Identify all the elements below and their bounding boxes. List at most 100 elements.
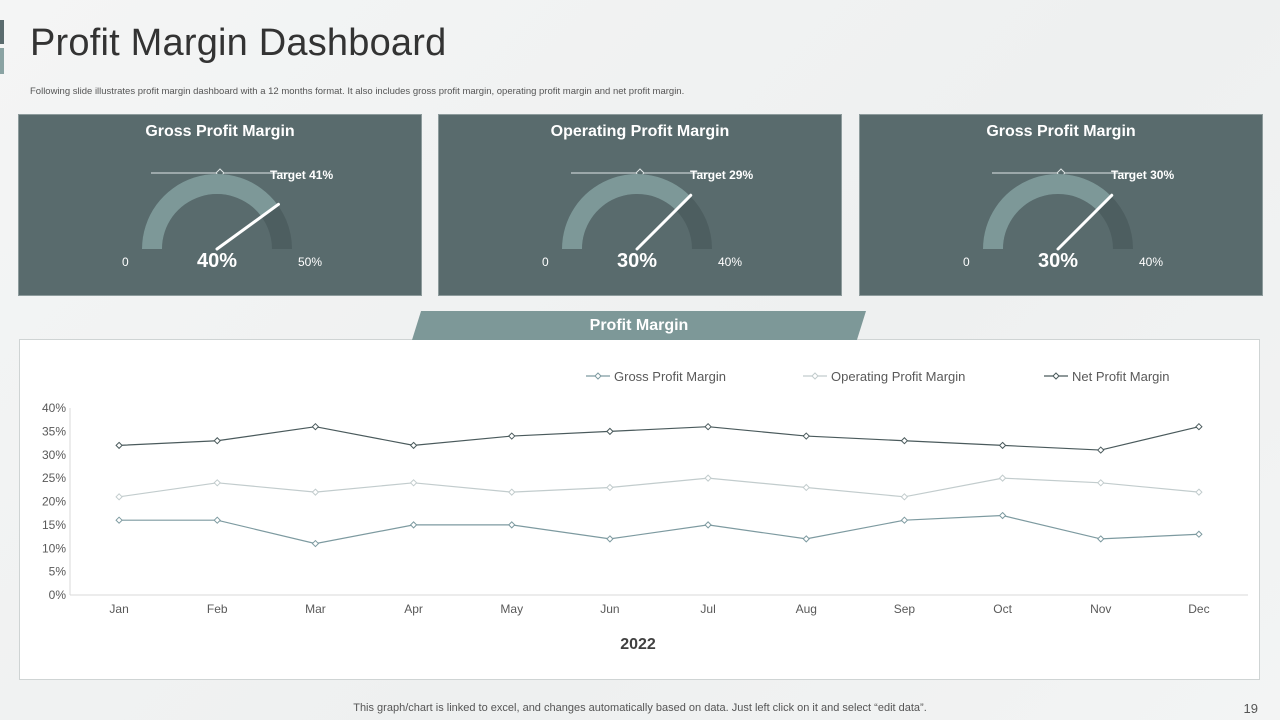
- x-tick-label: Nov: [1090, 602, 1111, 616]
- x-tick-label: Jul: [700, 602, 715, 616]
- legend-label: Gross Profit Margin: [614, 369, 726, 384]
- x-tick-label: Aug: [796, 602, 817, 616]
- series-line-net[interactable]: [119, 426, 1200, 451]
- legend-marker: [811, 372, 819, 380]
- x-tick-label: Dec: [1188, 602, 1209, 616]
- data-point-net[interactable]: [900, 437, 909, 445]
- kpi-value: 30%: [616, 250, 658, 272]
- line-chart-panel[interactable]: 0% 5% 10% 15% 20% 25% 30% 35% 40% Jan Feb Mar Apr May…: [19, 339, 1260, 680]
- data-point-operating[interactable]: [508, 488, 516, 496]
- kpi-title: Operating Profit Margin: [550, 123, 730, 140]
- section-tab: Profit Margin: [412, 311, 866, 340]
- kpi-value: 30%: [1037, 250, 1079, 272]
- data-point-net[interactable]: [606, 427, 614, 436]
- data-point-gross[interactable]: [900, 516, 909, 524]
- data-point-net[interactable]: [311, 422, 320, 431]
- y-tick-label: 30%: [42, 448, 66, 462]
- gauge-fill: [142, 174, 278, 249]
- y-tick-label: 25%: [42, 471, 66, 485]
- y-tick-label: 35%: [42, 424, 66, 438]
- kpi-max-label: 50%: [298, 255, 323, 269]
- kpi-min-label: 0: [542, 255, 549, 269]
- kpi-target-label: Target 29%: [690, 168, 754, 182]
- data-point-net[interactable]: [1097, 446, 1105, 454]
- data-point-gross[interactable]: [115, 516, 123, 524]
- y-tick-label: 10%: [42, 541, 66, 555]
- kpi-value: 40%: [196, 250, 238, 272]
- data-point-net[interactable]: [998, 441, 1007, 450]
- y-tick-label: 5%: [49, 565, 67, 579]
- data-point-gross[interactable]: [606, 535, 614, 543]
- section-title: Profit Margin: [589, 317, 689, 334]
- x-tick-label: Oct: [993, 602, 1012, 616]
- data-point-operating[interactable]: [606, 483, 614, 492]
- page-subtitle: Following slide illustrates profit margi…: [30, 86, 685, 97]
- gauge-needle: [215, 202, 280, 251]
- y-tick-label: 0%: [49, 588, 67, 602]
- kpi-max-label: 40%: [1139, 255, 1164, 269]
- kpi-min-label: 0: [122, 255, 129, 269]
- gauge: [983, 174, 1133, 251]
- data-point-gross[interactable]: [1195, 530, 1203, 538]
- data-point-operating[interactable]: [1195, 488, 1203, 496]
- data-point-net[interactable]: [1195, 422, 1203, 431]
- data-point-operating[interactable]: [998, 474, 1007, 482]
- data-point-net[interactable]: [704, 422, 712, 431]
- kpi-min-label: 0: [963, 255, 970, 269]
- y-tick-label: 20%: [42, 495, 66, 509]
- gauge: [562, 174, 712, 251]
- data-point-operating[interactable]: [311, 488, 320, 496]
- data-point-gross[interactable]: [409, 521, 418, 529]
- accent-bar: [0, 20, 4, 44]
- x-tick-label: Feb: [207, 602, 228, 616]
- data-point-operating[interactable]: [704, 474, 712, 482]
- kpi-card-gross[interactable]: Gross Profit Margin Target 41% 0 50% 40%: [18, 114, 422, 296]
- x-tick-label: Mar: [305, 602, 326, 616]
- data-point-gross[interactable]: [508, 521, 516, 529]
- footer-note: This graph/chart is linked to excel, and…: [353, 702, 927, 714]
- data-point-operating[interactable]: [213, 479, 221, 487]
- data-point-gross[interactable]: [802, 535, 810, 543]
- gauge-needle: [635, 193, 693, 251]
- kpi-card-gross-2[interactable]: Gross Profit Margin Target 30% 0 40% 30%: [859, 114, 1263, 296]
- y-tick-label: 40%: [42, 401, 66, 415]
- accent-bar: [0, 48, 4, 74]
- legend-label: Net Profit Margin: [1072, 369, 1170, 384]
- x-tick-label: Jun: [600, 602, 619, 616]
- data-point-operating[interactable]: [115, 493, 123, 501]
- data-point-operating[interactable]: [1097, 479, 1105, 487]
- page-title: Profit Margin Dashboard: [30, 22, 447, 64]
- x-tick-label: May: [500, 602, 523, 616]
- gauge-needle: [1056, 193, 1114, 251]
- data-point-operating[interactable]: [900, 493, 909, 501]
- data-point-operating[interactable]: [409, 479, 418, 487]
- kpi-max-label: 40%: [718, 255, 743, 269]
- data-point-net[interactable]: [508, 432, 516, 440]
- x-tick-label: Sep: [894, 602, 916, 616]
- data-point-gross[interactable]: [704, 521, 712, 529]
- data-point-gross[interactable]: [998, 511, 1007, 520]
- data-point-net[interactable]: [115, 441, 123, 450]
- gauge-fill: [983, 174, 1112, 249]
- kpi-title: Gross Profit Margin: [986, 123, 1136, 140]
- data-point-gross[interactable]: [1097, 535, 1105, 543]
- kpi-card-operating[interactable]: Operating Profit Margin Target 29% 0 40%…: [438, 114, 842, 296]
- x-tick-label: Jan: [109, 602, 128, 616]
- data-point-net[interactable]: [802, 432, 810, 440]
- gauge: [142, 174, 292, 251]
- kpi-target-label: Target 41%: [270, 168, 334, 182]
- series-line-operating[interactable]: [118, 477, 1199, 498]
- data-point-gross[interactable]: [311, 539, 320, 548]
- page-number: 19: [1243, 701, 1258, 716]
- kpi-target-label: Target 30%: [1111, 168, 1175, 182]
- legend-label: Operating Profit Margin: [831, 369, 965, 384]
- legend-item-net[interactable]: Net Profit Margin: [1044, 369, 1170, 384]
- data-point-net[interactable]: [409, 441, 418, 450]
- series-line-gross[interactable]: [119, 514, 1199, 545]
- legend-item-operating[interactable]: Operating Profit Margin: [803, 369, 965, 384]
- data-point-net[interactable]: [213, 437, 221, 445]
- data-point-gross[interactable]: [213, 516, 221, 524]
- legend-item-gross[interactable]: Gross Profit Margin: [586, 369, 726, 384]
- data-point-operating[interactable]: [802, 483, 810, 492]
- line-chart[interactable]: 0% 5% 10% 15% 20% 25% 30% 35% 40% Jan Feb Mar Apr May…: [20, 340, 1261, 681]
